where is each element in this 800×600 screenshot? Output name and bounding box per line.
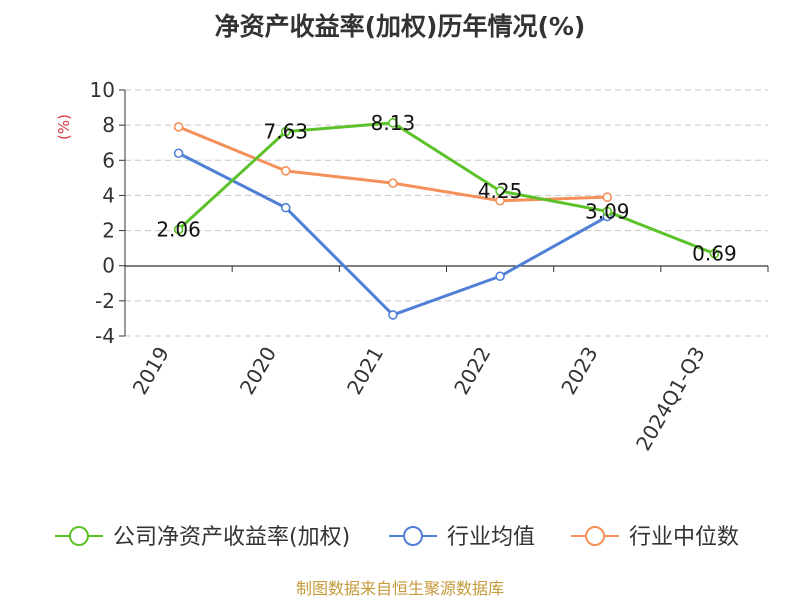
data-point [388, 310, 398, 320]
y-tick-labels: 10 8 6 4 2 0 -2 -4 [90, 78, 115, 348]
x-tick-label: 2024Q1-Q3 [631, 343, 710, 455]
legend-label: 行业均值 [447, 525, 535, 550]
x-tick-label: 2023 [556, 343, 602, 399]
x-tick-label: 2019 [128, 343, 174, 399]
y-tick-label: 10 [90, 78, 115, 102]
series-line [177, 121, 715, 255]
data-point [388, 118, 398, 128]
legend-label: 公司净资产收益率(加权) [113, 525, 350, 550]
legend-marker [69, 526, 89, 546]
y-tick-label: 8 [102, 113, 115, 137]
data-point [388, 178, 398, 188]
data-labels: 2.06 7.63 8.13 4.25 3.09 0.69 [156, 111, 736, 266]
data-point [280, 166, 291, 176]
data-point [602, 192, 613, 202]
data-label: 7.63 [263, 120, 308, 144]
legend-marker [403, 526, 423, 546]
grid-lines [125, 89, 768, 337]
y-tick-label: 0 [102, 254, 115, 278]
data-point [173, 148, 184, 159]
data-label: 0.69 [692, 242, 737, 266]
legend-label: 行业中位数 [629, 525, 739, 550]
y-tick-label: 4 [102, 183, 115, 207]
source-note: 制图数据来自恒生聚源数据库 [296, 579, 504, 598]
series-line [178, 125, 608, 203]
chart-title: 净资产收益率(加权)历年情况(%) [215, 12, 586, 41]
x-tick-label: 2021 [342, 343, 388, 399]
series-line [177, 151, 608, 317]
x-tick-label: 2020 [235, 343, 281, 399]
series-layer [173, 118, 720, 320]
data-point [495, 195, 505, 206]
data-label: 2.06 [156, 218, 201, 242]
data-label: 4.25 [478, 179, 523, 203]
x-tick-labels: 2019 2020 2021 2022 2023 2024Q1-Q3 [128, 343, 710, 455]
series-0 [173, 118, 720, 259]
data-point [173, 122, 184, 132]
axes [119, 89, 769, 337]
data-point [602, 206, 613, 217]
data-point [495, 186, 505, 196]
data-point [280, 202, 291, 213]
data-label: 3.09 [585, 199, 630, 223]
data-point [495, 271, 505, 282]
data-point [709, 248, 720, 259]
y-axis-unit: (%) [55, 114, 73, 140]
x-tick-label: 2022 [449, 343, 495, 399]
legend-item[interactable]: 行业中位数 [571, 525, 739, 550]
y-tick-label: 6 [102, 148, 115, 172]
y-tick-label: -2 [95, 289, 115, 313]
data-point [173, 224, 184, 235]
series-1 [173, 148, 613, 320]
legend-item[interactable]: 公司净资产收益率(加权) [55, 525, 350, 550]
series-2 [173, 122, 613, 206]
legend: 公司净资产收益率(加权) 行业均值 行业中位数 [55, 525, 739, 550]
legend-marker [585, 526, 605, 546]
y-tick-label: -4 [95, 324, 115, 348]
data-point [280, 126, 291, 137]
y-tick-label: 2 [102, 219, 115, 243]
legend-item[interactable]: 行业均值 [389, 525, 535, 550]
data-label: 8.13 [371, 111, 416, 135]
